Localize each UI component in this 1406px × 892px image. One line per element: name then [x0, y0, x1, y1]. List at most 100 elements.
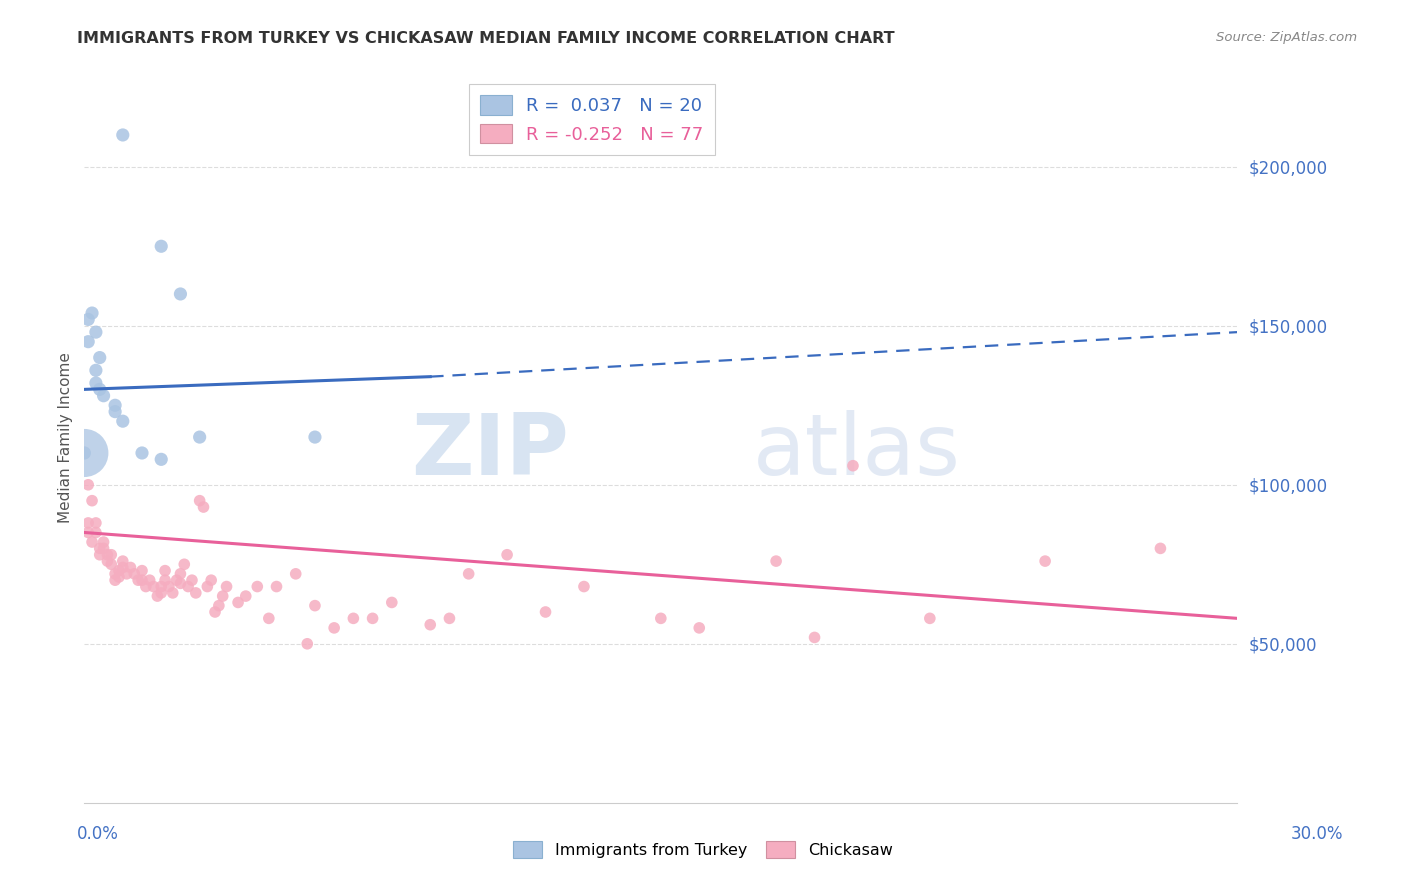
Text: 30.0%: 30.0%: [1291, 825, 1343, 843]
Point: [765, 554, 787, 568]
Point: [204, 605, 226, 619]
Point: [111, 560, 134, 574]
Point: [1149, 541, 1171, 556]
Point: [688, 621, 710, 635]
Text: Source: ZipAtlas.com: Source: ZipAtlas.com: [1216, 31, 1357, 45]
Y-axis label: Median Family Income: Median Family Income: [58, 351, 73, 523]
Point: [93, 541, 115, 556]
Point: [195, 580, 218, 594]
Point: [100, 548, 122, 562]
Point: [284, 566, 307, 581]
Point: [150, 580, 173, 594]
Point: [246, 580, 269, 594]
Point: [93, 389, 115, 403]
Point: [96, 554, 118, 568]
Point: [439, 611, 461, 625]
Point: [111, 128, 134, 142]
Point: [215, 580, 238, 594]
Point: [80, 535, 103, 549]
Point: [77, 312, 100, 326]
Point: [104, 573, 127, 587]
Point: [297, 637, 319, 651]
Point: [1033, 554, 1056, 568]
Point: [842, 458, 865, 473]
Point: [211, 589, 233, 603]
Point: [77, 516, 100, 530]
Point: [226, 595, 249, 609]
Point: [184, 586, 207, 600]
Point: [96, 548, 118, 562]
Point: [157, 580, 180, 594]
Point: [304, 430, 326, 444]
Point: [419, 617, 441, 632]
Point: [208, 599, 231, 613]
Point: [150, 239, 173, 253]
Point: [266, 580, 288, 594]
Point: [111, 414, 134, 428]
Point: [803, 631, 825, 645]
Text: ZIP: ZIP: [411, 410, 568, 493]
Legend: Immigrants from Turkey, Chickasaw: Immigrants from Turkey, Chickasaw: [508, 834, 898, 864]
Point: [342, 611, 364, 625]
Point: [104, 398, 127, 412]
Point: [84, 325, 107, 339]
Point: [166, 573, 188, 587]
Point: [572, 580, 595, 594]
Text: atlas: atlas: [754, 410, 962, 493]
Point: [108, 564, 131, 578]
Point: [131, 446, 153, 460]
Point: [142, 580, 165, 594]
Point: [104, 404, 127, 418]
Point: [235, 589, 257, 603]
Point: [73, 446, 96, 460]
Point: [89, 383, 111, 397]
Point: [150, 586, 173, 600]
Point: [84, 376, 107, 390]
Point: [104, 566, 127, 581]
Point: [131, 564, 153, 578]
Point: [84, 525, 107, 540]
Point: [181, 573, 204, 587]
Point: [169, 566, 191, 581]
Point: [108, 570, 131, 584]
Point: [84, 516, 107, 530]
Point: [304, 599, 326, 613]
Point: [135, 580, 157, 594]
Point: [77, 477, 100, 491]
Point: [138, 573, 160, 587]
Point: [77, 525, 100, 540]
Point: [127, 573, 149, 587]
Point: [111, 554, 134, 568]
Point: [188, 430, 211, 444]
Text: 0.0%: 0.0%: [77, 825, 120, 843]
Point: [73, 446, 96, 460]
Point: [918, 611, 941, 625]
Point: [188, 493, 211, 508]
Point: [124, 566, 146, 581]
Point: [381, 595, 404, 609]
Point: [150, 452, 173, 467]
Point: [84, 363, 107, 377]
Point: [153, 564, 176, 578]
Point: [200, 573, 222, 587]
Point: [146, 589, 169, 603]
Point: [162, 586, 184, 600]
Point: [169, 287, 191, 301]
Point: [169, 576, 191, 591]
Point: [131, 573, 153, 587]
Point: [177, 580, 200, 594]
Point: [89, 541, 111, 556]
Point: [323, 621, 346, 635]
Point: [100, 558, 122, 572]
Point: [257, 611, 280, 625]
Point: [457, 566, 479, 581]
Point: [534, 605, 557, 619]
Point: [93, 535, 115, 549]
Point: [361, 611, 384, 625]
Point: [80, 493, 103, 508]
Point: [89, 548, 111, 562]
Point: [89, 351, 111, 365]
Point: [77, 334, 100, 349]
Point: [193, 500, 215, 514]
Point: [120, 560, 142, 574]
